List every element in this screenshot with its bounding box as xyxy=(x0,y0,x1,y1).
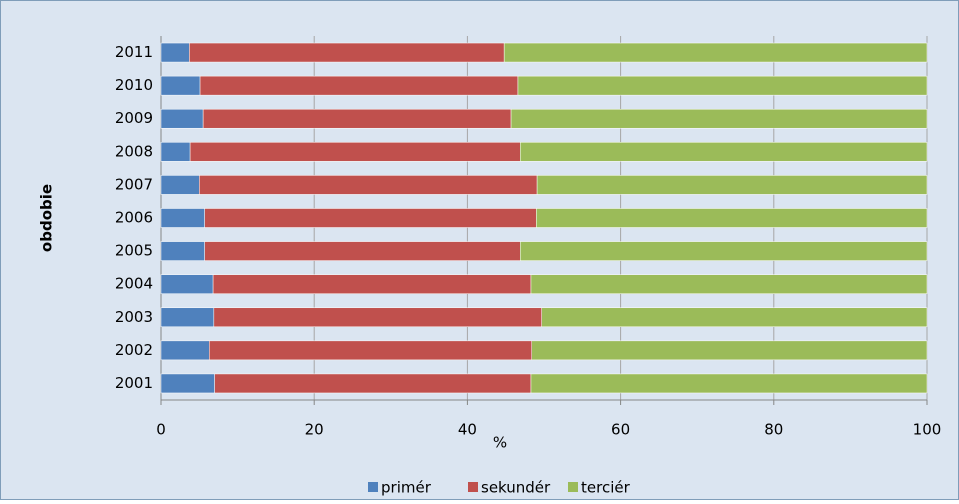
y-tick-label: 2010 xyxy=(115,76,153,94)
legend-swatch xyxy=(368,482,378,492)
y-tick-label: 2011 xyxy=(115,43,153,61)
bar-segment xyxy=(189,142,521,162)
x-tick-label: 40 xyxy=(458,421,477,439)
bar-segment xyxy=(204,208,537,228)
legend-label: terciér xyxy=(581,479,631,497)
y-tick-label: 2005 xyxy=(115,242,153,260)
bar-segment xyxy=(510,108,928,129)
bar-segment xyxy=(160,175,200,195)
legend-swatch xyxy=(468,482,478,492)
x-tick-label: 80 xyxy=(764,421,783,439)
x-tick-label: 60 xyxy=(611,421,630,439)
bar-segment xyxy=(199,175,538,195)
y-tick-label: 2009 xyxy=(115,109,153,127)
bar-segment xyxy=(503,42,928,63)
legend-label: sekundér xyxy=(481,479,551,497)
x-tick-label: 0 xyxy=(156,421,166,439)
y-tick-label: 2006 xyxy=(115,209,153,227)
bar-segment xyxy=(536,208,928,228)
bar-segment xyxy=(541,307,928,328)
bar-segment xyxy=(160,241,205,261)
bar-segment xyxy=(160,108,204,129)
x-axis-title: % xyxy=(493,434,507,452)
y-tick-label: 2004 xyxy=(115,275,153,293)
bar-segment xyxy=(160,373,215,394)
bar-segment xyxy=(199,75,519,96)
bar-segment xyxy=(209,340,532,361)
y-tick-label: 2001 xyxy=(115,374,153,392)
bar-segment xyxy=(520,241,928,261)
x-tick-label: 100 xyxy=(913,421,942,439)
bar-segment xyxy=(160,75,201,96)
bar-segment xyxy=(160,274,214,294)
bar-segment xyxy=(520,142,928,162)
x-tick-label: 20 xyxy=(305,421,324,439)
y-tick-label: 2007 xyxy=(115,175,153,193)
y-tick-label: 2008 xyxy=(115,142,153,160)
bar-segment xyxy=(160,42,190,63)
bar-segment xyxy=(160,307,215,328)
y-tick-label: 2002 xyxy=(115,341,153,359)
bar-segment xyxy=(212,274,532,294)
bar-segment xyxy=(213,307,542,328)
bar-segment xyxy=(530,373,928,394)
bar-segment xyxy=(530,274,928,294)
bar-segment xyxy=(204,241,521,261)
bar-segment xyxy=(202,108,512,129)
legend-label: primér xyxy=(381,479,432,497)
bar-segment xyxy=(160,142,191,162)
legend-swatch xyxy=(568,482,578,492)
bar-segment xyxy=(160,340,210,361)
bar-segment xyxy=(214,373,532,394)
y-tick-label: 2003 xyxy=(115,308,153,326)
bar-segment xyxy=(536,175,928,195)
bar-segment xyxy=(189,42,505,63)
bar-segment xyxy=(531,340,928,361)
bar-segment xyxy=(160,208,205,228)
y-axis-title: obdobie xyxy=(38,184,56,252)
bar-segment xyxy=(517,75,928,96)
